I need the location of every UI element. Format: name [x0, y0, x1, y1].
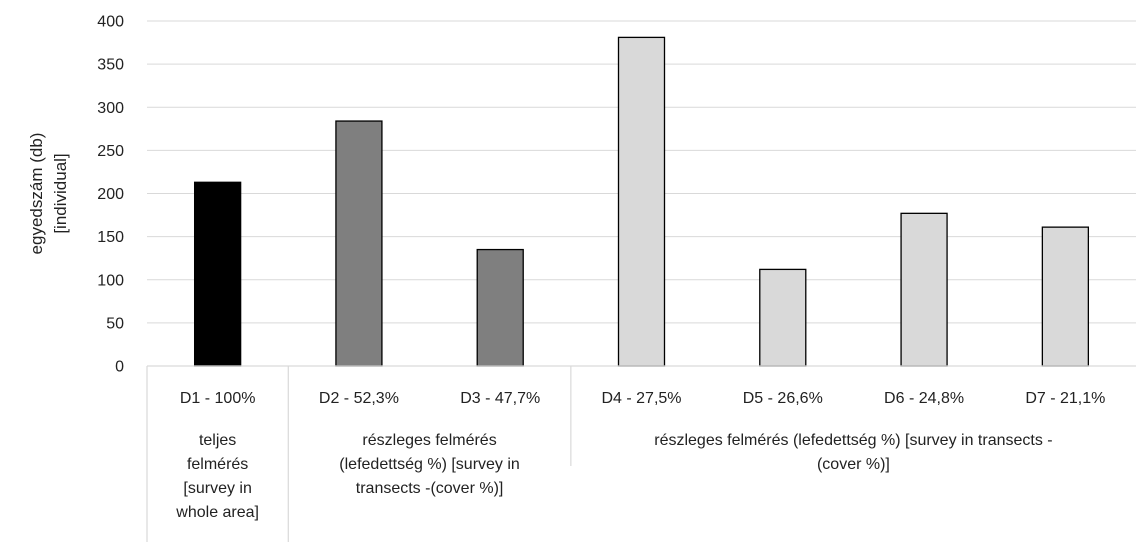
category-label: D3 - 47,7% [460, 390, 540, 407]
category-label: D7 - 21,1% [1025, 390, 1105, 407]
category-label: D5 - 26,6% [743, 390, 823, 407]
group-label-line: [survey in [183, 480, 251, 497]
group-label-line: teljes [199, 432, 236, 449]
bar [759, 268, 807, 367]
category-label: D1 - 100% [180, 390, 256, 407]
bar [1041, 226, 1090, 367]
y-tick-label: 250 [97, 143, 124, 160]
bar [193, 181, 242, 367]
y-axis-title-line: [individual] [51, 153, 70, 233]
y-tick-label: 200 [97, 186, 124, 203]
y-tick-label: 300 [97, 100, 124, 117]
group-label-line: részleges felmérés [362, 432, 496, 449]
group-label-line: (cover %)] [817, 456, 890, 473]
category-label: D6 - 24,8% [884, 390, 964, 407]
y-tick-label: 50 [106, 315, 124, 332]
group-labels: teljes felmérés [survey in whole area] részl… [175, 432, 1052, 521]
group-label-line: (lefedettség %) [survey in [339, 456, 520, 473]
category-label: D2 - 52,3% [319, 390, 399, 407]
y-tick-label: 350 [97, 57, 124, 74]
group-label-line: transects -(cover %)] [356, 480, 504, 497]
category-label: D4 - 27,5% [601, 390, 681, 407]
group-label-line: felmérés [187, 456, 248, 473]
bar [900, 212, 948, 367]
category-axis [146, 365, 1136, 542]
y-tick-label: 150 [97, 229, 124, 246]
y-axis-title-line: egyedszám (db) [27, 133, 46, 255]
y-tick-label: 400 [97, 14, 124, 31]
y-axis-ticks: 0 50 100 150 200 250 300 350 400 [97, 14, 124, 376]
bar [335, 120, 383, 367]
bars [193, 36, 1090, 367]
y-tick-label: 100 [97, 272, 124, 289]
y-tick-label: 0 [115, 359, 124, 376]
y-axis-title: egyedszám (db) [individual] [27, 133, 70, 255]
group-label-line: whole area] [175, 504, 259, 521]
category-labels: D1 - 100% D2 - 52,3% D3 - 47,7% D4 - 27,5% D… [180, 390, 1106, 407]
bar [476, 248, 524, 367]
group-label-line: részleges felmérés (lefedettség %) [surv… [654, 432, 1052, 449]
bar [617, 36, 666, 367]
